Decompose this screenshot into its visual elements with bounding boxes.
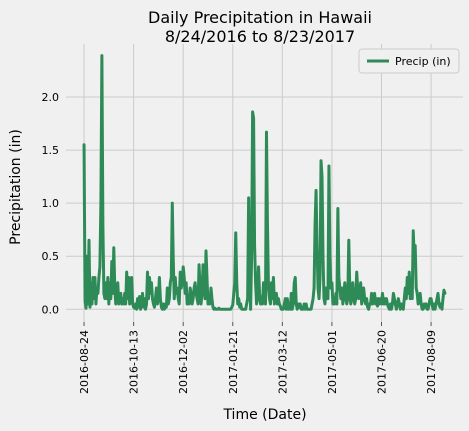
y-tick-label: 1.0 — [42, 197, 60, 210]
x-tick-label: 2017-05-01 — [326, 330, 339, 394]
y-tick-label: 1.5 — [42, 144, 60, 157]
y-tick-label: 0.5 — [42, 250, 60, 263]
x-tick-label: 2016-12-02 — [177, 330, 190, 394]
chart-title-line-2: 8/24/2016 to 8/23/2017 — [165, 27, 355, 46]
x-tick-label: 2016-08-24 — [78, 330, 91, 394]
y-tick-label: 0.0 — [42, 303, 60, 316]
series-line-precip — [82, 54, 447, 311]
legend: Precip (in) — [358, 48, 460, 74]
x-tick-label: 2017-01-21 — [227, 330, 240, 394]
x-tick-label: 2016-10-13 — [128, 330, 141, 394]
legend-label: Precip (in) — [395, 55, 451, 68]
x-tick-label: 2017-08-09 — [425, 330, 438, 394]
x-tick-label: 2017-03-12 — [276, 330, 289, 394]
y-tick-label: 2.0 — [42, 91, 60, 104]
x-axis-label: Time (Date) — [222, 407, 306, 423]
chart-title-line-1: Daily Precipitation in Hawaii — [148, 8, 372, 27]
y-axis-label: Precipitation (in) — [8, 129, 24, 245]
legend-box — [358, 48, 460, 74]
plot-area: 0.0 0.5 1.0 1.5 2.0 2016-08-24 2016-10-13 2016-… — [42, 44, 463, 394]
x-tick-label: 2017-06-20 — [375, 330, 388, 394]
